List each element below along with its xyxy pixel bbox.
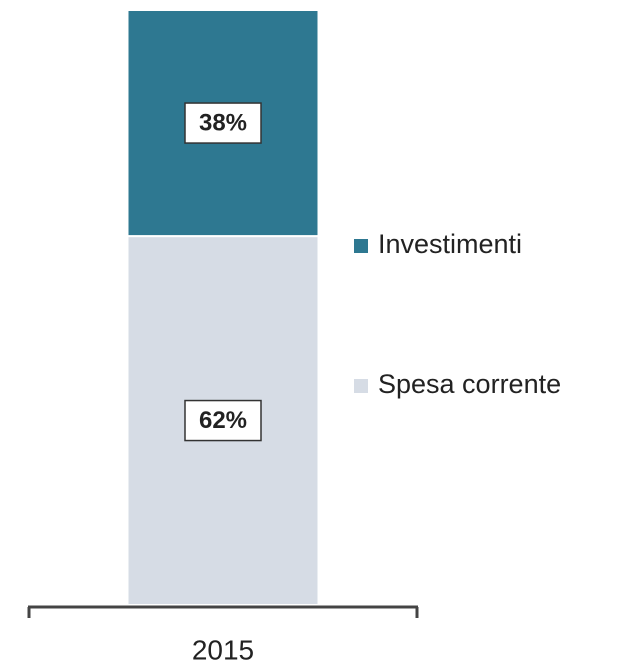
- legend-swatch: [354, 379, 368, 393]
- x-tick-label: 2015: [192, 634, 254, 665]
- data-label: 38%: [199, 109, 247, 136]
- data-label: 62%: [199, 407, 247, 434]
- label-box: [184, 399, 262, 442]
- label-box: [184, 102, 262, 144]
- legend-label: Spesa corrente: [378, 369, 561, 399]
- legend-label: Investimenti: [378, 229, 522, 259]
- legend-swatch: [354, 239, 368, 253]
